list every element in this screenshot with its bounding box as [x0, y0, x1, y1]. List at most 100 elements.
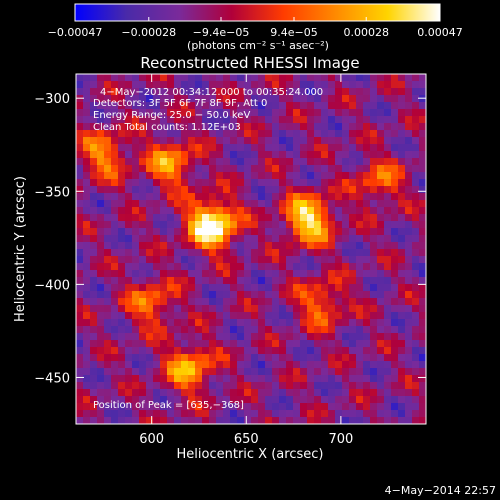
heatmap-cell — [153, 319, 161, 327]
heatmap-cell — [293, 214, 301, 222]
heatmap-cell — [181, 179, 189, 187]
heatmap-cell — [398, 368, 406, 376]
heatmap-cell — [349, 214, 357, 222]
heatmap-cell — [349, 263, 357, 271]
heatmap-cell — [216, 242, 224, 250]
heatmap-cell — [279, 242, 287, 250]
heatmap-cell — [279, 179, 287, 187]
heatmap-cell — [384, 235, 392, 243]
heatmap-cell — [300, 326, 308, 334]
heatmap-cell — [209, 410, 217, 418]
heatmap-cell — [125, 277, 133, 285]
heatmap-cell — [76, 291, 84, 299]
heatmap-cell — [391, 88, 399, 96]
heatmap-cell — [265, 186, 273, 194]
heatmap-cell — [412, 410, 420, 418]
heatmap-cell — [188, 242, 196, 250]
heatmap-cell — [370, 158, 378, 166]
heatmap-cell — [349, 249, 357, 257]
heatmap-cell — [90, 291, 98, 299]
heatmap-cell — [363, 382, 371, 390]
heatmap-cell — [356, 207, 364, 215]
heatmap-cell — [391, 305, 399, 313]
heatmap-cell — [125, 186, 133, 194]
heatmap-cell — [251, 116, 259, 124]
heatmap-cell — [419, 102, 427, 110]
heatmap-cell — [356, 312, 364, 320]
heatmap-cell — [419, 179, 427, 187]
heatmap-cell — [104, 410, 112, 418]
heatmap-cell — [160, 109, 168, 117]
heatmap-cell — [251, 284, 259, 292]
heatmap-cell — [160, 396, 168, 404]
heatmap-cell — [125, 165, 133, 173]
heatmap-cell — [139, 389, 147, 397]
heatmap-cell — [146, 305, 154, 313]
heatmap-cell — [132, 102, 140, 110]
heatmap-cell — [83, 158, 91, 166]
heatmap-cell — [174, 270, 182, 278]
heatmap-cell — [258, 214, 266, 222]
heatmap-cell — [398, 144, 406, 152]
heatmap-cell — [251, 207, 259, 215]
heatmap-cell — [97, 375, 105, 383]
heatmap-cell — [153, 221, 161, 229]
heatmap-cell — [237, 396, 245, 404]
heatmap-cell — [167, 375, 175, 383]
heatmap-cell — [258, 417, 266, 425]
heatmap-cell — [419, 207, 427, 215]
heatmap-cell — [377, 207, 385, 215]
heatmap-cell — [258, 158, 266, 166]
heatmap-cell — [202, 221, 210, 229]
heatmap-cell — [328, 242, 336, 250]
heatmap-cell — [160, 165, 168, 173]
heatmap-cell — [335, 81, 343, 89]
heatmap-cell — [188, 284, 196, 292]
heatmap-cell — [370, 88, 378, 96]
heatmap-cell — [391, 284, 399, 292]
heatmap-cell — [321, 88, 329, 96]
heatmap-cell — [90, 193, 98, 201]
heatmap-cell — [321, 277, 329, 285]
heatmap-cell — [405, 410, 413, 418]
heatmap-cell — [97, 109, 105, 117]
heatmap-cell — [258, 144, 266, 152]
heatmap-cell — [132, 214, 140, 222]
heatmap-cell — [216, 228, 224, 236]
heatmap-cell — [335, 298, 343, 306]
heatmap-cell — [377, 361, 385, 369]
heatmap-cell — [174, 242, 182, 250]
info-line-clean: Clean Total counts: 1.12E+03 — [93, 122, 241, 133]
heatmap-cell — [125, 270, 133, 278]
heatmap-cell — [174, 137, 182, 145]
heatmap-cell — [216, 193, 224, 201]
heatmap-cell — [216, 417, 224, 425]
colorbar-tick-label: 9.4e−05 — [270, 26, 317, 39]
heatmap-cell — [258, 81, 266, 89]
heatmap-cell — [111, 200, 119, 208]
heatmap-cell — [300, 333, 308, 341]
heatmap-cell — [349, 207, 357, 215]
heatmap-cell — [293, 312, 301, 320]
heatmap-cell — [104, 270, 112, 278]
heatmap-cell — [160, 312, 168, 320]
heatmap-cell — [307, 214, 315, 222]
heatmap-cell — [90, 144, 98, 152]
heatmap-cell — [272, 214, 280, 222]
heatmap-cell — [286, 270, 294, 278]
heatmap-cell — [223, 396, 231, 404]
heatmap-cell — [83, 368, 91, 376]
heatmap-cell — [398, 389, 406, 397]
heatmap-cell — [412, 109, 420, 117]
heatmap-cell — [230, 347, 238, 355]
heatmap-cell — [335, 291, 343, 299]
heatmap-cell — [181, 221, 189, 229]
heatmap-cell — [279, 186, 287, 194]
heatmap-cell — [293, 95, 301, 103]
heatmap-cell — [153, 375, 161, 383]
heatmap-cell — [223, 389, 231, 397]
heatmap-cell — [328, 312, 336, 320]
heatmap-cell — [153, 242, 161, 250]
heatmap-cell — [384, 200, 392, 208]
heatmap-cell — [76, 193, 84, 201]
